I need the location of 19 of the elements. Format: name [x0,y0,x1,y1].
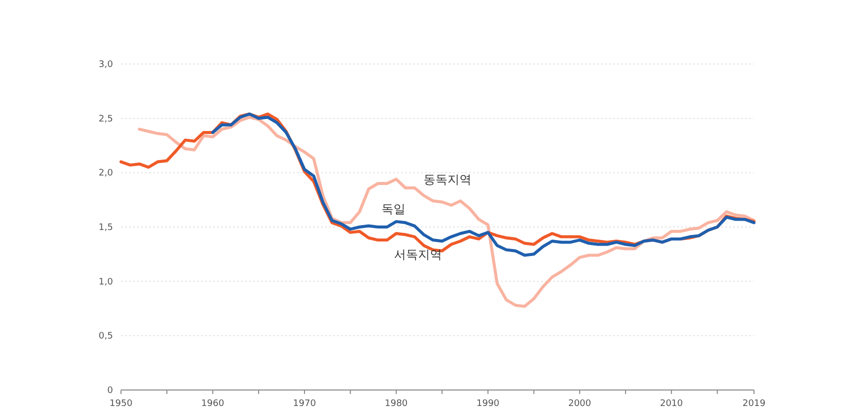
y-tick-label: 2,0 [98,168,114,179]
y-tick-label: 1,5 [98,223,113,233]
series-label: 서독지역 [394,248,442,262]
y-tick-label: 2,5 [98,114,113,124]
y-tick-label: 1,0 [98,277,114,288]
x-tick-label: 1990 [476,399,500,409]
series-label: 동독지역 [424,172,472,187]
x-tick-label: 1950 [110,399,133,409]
series-label: 독일 [381,202,406,216]
x-tick-label: 1970 [293,399,316,409]
line-series [138,116,756,308]
x-tick-label: 2000 [568,399,592,409]
x-tick-label: 2010 [660,399,684,409]
y-tick-label: 0,5 [98,332,113,342]
y-tick-label: 0 [107,386,114,396]
x-tick-label: 2019 [742,399,766,409]
x-tick-label: 1960 [201,399,224,409]
x-tick-label: 1980 [384,399,408,409]
y-tick-label: 3,0 [98,60,114,70]
